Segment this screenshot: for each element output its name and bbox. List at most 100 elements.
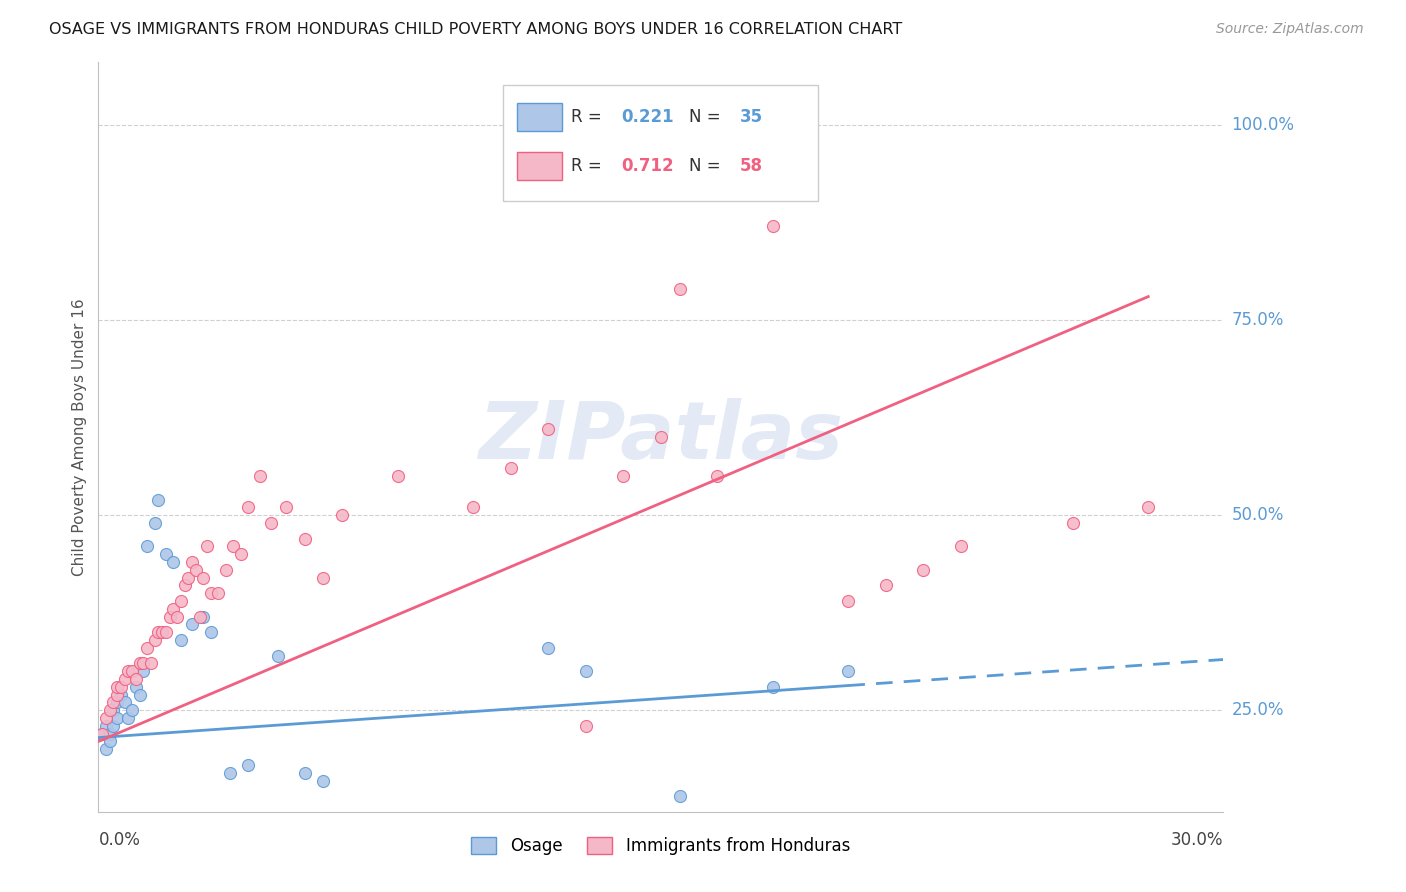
- Point: [136, 539, 159, 553]
- Point: [166, 609, 188, 624]
- Point: [837, 594, 859, 608]
- Point: [155, 547, 177, 561]
- Legend: Osage, Immigrants from Honduras: Osage, Immigrants from Honduras: [463, 829, 859, 863]
- Text: 75.0%: 75.0%: [1232, 311, 1284, 329]
- Point: [218, 765, 240, 780]
- Point: [463, 500, 485, 515]
- FancyBboxPatch shape: [503, 85, 818, 201]
- Point: [537, 640, 560, 655]
- Point: [105, 688, 128, 702]
- Point: [762, 680, 785, 694]
- Point: [238, 500, 260, 515]
- Point: [312, 571, 335, 585]
- Point: [837, 664, 859, 679]
- Point: [249, 469, 271, 483]
- Point: [103, 719, 125, 733]
- Point: [150, 625, 173, 640]
- FancyBboxPatch shape: [517, 103, 562, 131]
- Point: [148, 625, 170, 640]
- Text: Source: ZipAtlas.com: Source: ZipAtlas.com: [1216, 22, 1364, 37]
- Point: [537, 422, 560, 436]
- Point: [177, 571, 200, 585]
- Point: [612, 469, 634, 483]
- Point: [949, 539, 972, 553]
- Y-axis label: Child Poverty Among Boys Under 16: Child Poverty Among Boys Under 16: [72, 298, 87, 576]
- Text: 50.0%: 50.0%: [1232, 506, 1284, 524]
- Point: [330, 508, 353, 523]
- Point: [162, 601, 184, 615]
- Point: [193, 571, 215, 585]
- Point: [706, 469, 728, 483]
- Point: [105, 680, 128, 694]
- Point: [128, 688, 150, 702]
- Point: [260, 516, 283, 530]
- Point: [143, 516, 166, 530]
- Point: [294, 765, 316, 780]
- Point: [173, 578, 195, 592]
- Point: [762, 219, 785, 234]
- Point: [650, 430, 672, 444]
- FancyBboxPatch shape: [517, 152, 562, 180]
- Point: [170, 594, 193, 608]
- Point: [125, 680, 148, 694]
- Point: [188, 609, 211, 624]
- Point: [294, 532, 316, 546]
- Point: [94, 719, 117, 733]
- Text: N =: N =: [689, 108, 725, 126]
- Point: [267, 648, 290, 663]
- Text: 25.0%: 25.0%: [1232, 701, 1284, 719]
- Point: [195, 539, 218, 553]
- Text: 0.712: 0.712: [621, 157, 673, 175]
- Point: [105, 711, 128, 725]
- Point: [103, 703, 125, 717]
- Point: [875, 578, 897, 592]
- Point: [114, 696, 136, 710]
- Point: [136, 640, 159, 655]
- Point: [155, 625, 177, 640]
- Point: [193, 609, 215, 624]
- Point: [238, 758, 260, 772]
- Point: [181, 617, 204, 632]
- Point: [121, 664, 143, 679]
- Point: [499, 461, 522, 475]
- Point: [170, 633, 193, 648]
- Point: [117, 711, 139, 725]
- Point: [117, 664, 139, 679]
- Point: [575, 664, 598, 679]
- Text: 100.0%: 100.0%: [1232, 116, 1295, 134]
- Text: 0.221: 0.221: [621, 108, 673, 126]
- Point: [103, 696, 125, 710]
- Text: N =: N =: [689, 157, 725, 175]
- Point: [222, 539, 245, 553]
- Point: [312, 773, 335, 788]
- Point: [132, 664, 155, 679]
- Point: [105, 696, 128, 710]
- Point: [91, 726, 114, 740]
- Point: [98, 734, 121, 748]
- Point: [184, 563, 207, 577]
- Point: [229, 547, 252, 561]
- Point: [1062, 516, 1084, 530]
- Text: 58: 58: [740, 157, 762, 175]
- Point: [98, 726, 121, 740]
- Point: [200, 625, 222, 640]
- Text: OSAGE VS IMMIGRANTS FROM HONDURAS CHILD POVERTY AMONG BOYS UNDER 16 CORRELATION : OSAGE VS IMMIGRANTS FROM HONDURAS CHILD …: [49, 22, 903, 37]
- Point: [215, 563, 238, 577]
- Text: 0.0%: 0.0%: [98, 831, 141, 849]
- Point: [148, 492, 170, 507]
- Text: ZIPatlas: ZIPatlas: [478, 398, 844, 476]
- Point: [121, 703, 143, 717]
- Point: [91, 726, 114, 740]
- Text: R =: R =: [571, 157, 607, 175]
- Point: [912, 563, 935, 577]
- Point: [387, 469, 409, 483]
- Point: [162, 555, 184, 569]
- Point: [181, 555, 204, 569]
- Text: R =: R =: [571, 108, 607, 126]
- Point: [110, 688, 132, 702]
- Point: [200, 586, 222, 600]
- Point: [94, 711, 117, 725]
- Point: [132, 657, 155, 671]
- Text: 35: 35: [740, 108, 762, 126]
- Point: [668, 789, 690, 804]
